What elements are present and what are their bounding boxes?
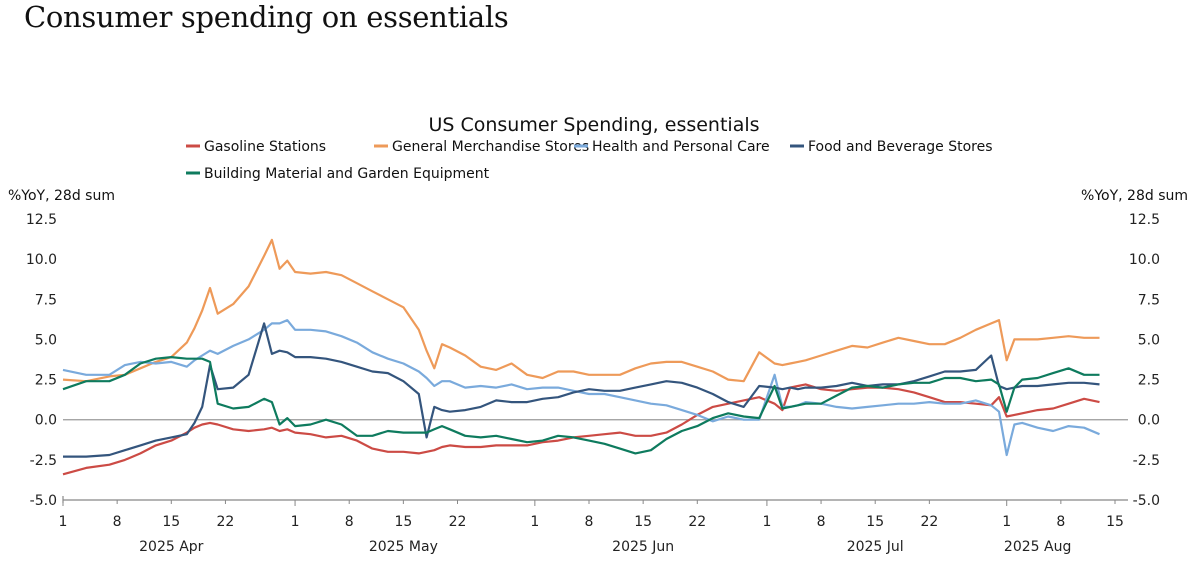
y-tick-label-left: -5.0 — [30, 493, 57, 509]
x-tick-label: 15 — [394, 514, 412, 530]
y-tick-label-left: 5.0 — [35, 332, 57, 348]
x-month-label: 2025 Apr — [139, 539, 204, 555]
y-tick-label-right: 10.0 — [1129, 252, 1160, 268]
series-group — [62, 238, 1100, 476]
x-tick-label: 8 — [817, 514, 826, 530]
y-tick-label-left: -2.5 — [30, 453, 57, 469]
y-axis-label-right: %YoY, 28d sum — [1081, 188, 1188, 204]
y-tick-label-right: 7.5 — [1138, 292, 1160, 308]
y-tick-label-right: 2.5 — [1138, 373, 1160, 389]
y-tick-label-right: 12.5 — [1129, 212, 1160, 228]
x-tick-label: 8 — [585, 514, 594, 530]
x-month-label: 2025 Jun — [612, 539, 674, 555]
y-tick-label-right: -5.0 — [1133, 493, 1160, 509]
x-tick-label: 15 — [634, 514, 652, 530]
x-month-label: 2025 May — [369, 539, 438, 555]
x-tick-label: 1 — [59, 514, 68, 530]
x-tick-label: 1 — [1002, 514, 1011, 530]
x-month-label: 2025 Aug — [1004, 539, 1071, 555]
series-line-gasoline-stations — [62, 383, 1100, 476]
page-title: Consumer spending on essentials — [24, 0, 509, 34]
legend-label: General Merchandise Stores — [392, 139, 589, 155]
legend-label: Food and Beverage Stores — [808, 139, 993, 155]
x-tick-label: 22 — [688, 514, 706, 530]
x-tick-label: 8 — [1056, 514, 1065, 530]
y-tick-label-left: 2.5 — [35, 373, 57, 389]
x-tick-label: 1 — [291, 514, 300, 530]
x-axis: 1 8 15 22 1 8 15 22 1 8 15 22 1 8 15 22 1 8 15 2025 Apr 2025… — [59, 500, 1124, 555]
x-tick-label: 22 — [217, 514, 235, 530]
y-axis-left: 12.5 10.0 7.5 5.0 2.5 0.0 -2.5 -5.0 — [26, 212, 57, 509]
chart-title: US Consumer Spending, essentials — [428, 114, 759, 136]
x-month-label: 2025 Jul — [847, 539, 904, 555]
series-line-food-and-beverage-stores — [63, 322, 1100, 458]
y-tick-label-right: 5.0 — [1138, 332, 1160, 348]
y-tick-label-left: 10.0 — [26, 252, 57, 268]
y-tick-label-right: 0.0 — [1138, 413, 1160, 429]
legend-label: Health and Personal Care — [592, 139, 770, 155]
y-axis-label-left: %YoY, 28d sum — [8, 188, 115, 204]
x-tick-label: 8 — [113, 514, 122, 530]
series-line-building-material-and-garden-equipment — [62, 356, 1100, 455]
y-tick-label-left: 12.5 — [26, 212, 57, 228]
x-tick-label: 8 — [345, 514, 354, 530]
y-axis-right: 12.5 10.0 7.5 5.0 2.5 0.0 -2.5 -5.0 — [1129, 212, 1160, 509]
legend-label: Building Material and Garden Equipment — [204, 166, 490, 182]
x-tick-label: 22 — [920, 514, 938, 530]
x-tick-label: 15 — [1106, 514, 1124, 530]
series-line-health-and-personal-care — [62, 319, 1100, 457]
legend-label: Gasoline Stations — [204, 139, 326, 155]
x-tick-label: 22 — [449, 514, 467, 530]
legend: Gasoline Stations General Merchandise Sto… — [186, 139, 993, 182]
x-tick-label: 1 — [530, 514, 539, 530]
x-tick-label: 1 — [762, 514, 771, 530]
y-tick-label-left: 7.5 — [35, 292, 57, 308]
x-tick-label: 15 — [162, 514, 180, 530]
y-tick-label-right: -2.5 — [1133, 453, 1160, 469]
y-tick-label-left: 0.0 — [35, 413, 57, 429]
x-tick-label: 15 — [866, 514, 884, 530]
series-line-general-merchandise-stores — [62, 238, 1100, 383]
